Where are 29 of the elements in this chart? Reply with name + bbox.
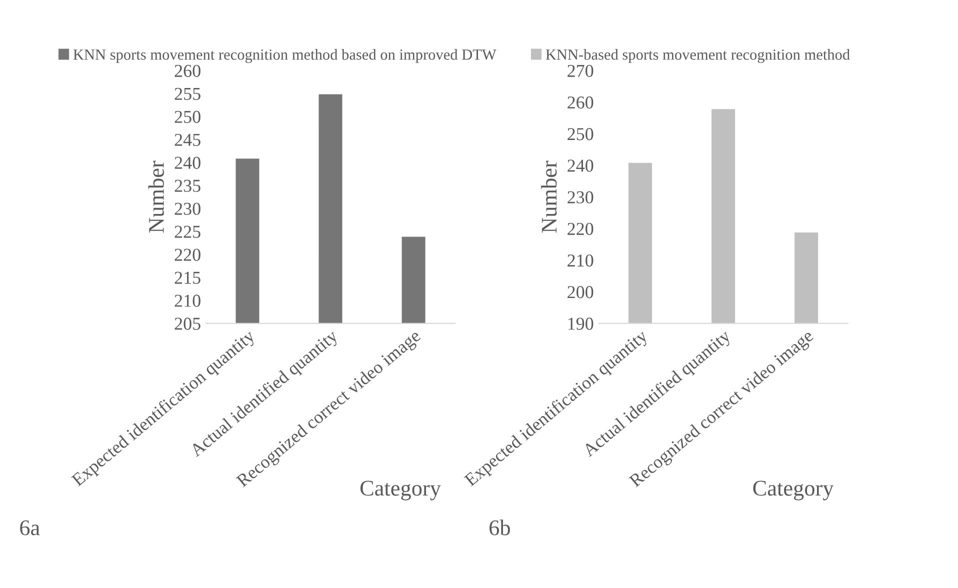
y-tick-label: 200 xyxy=(568,286,594,298)
y-tick-label: 205 xyxy=(174,318,200,330)
text: 6a xyxy=(20,520,40,536)
y-tick-label: 230 xyxy=(568,191,594,204)
y-tick-label: 220 xyxy=(174,248,200,261)
y-tick-label: 225 xyxy=(174,226,200,238)
text: 6b xyxy=(490,520,510,536)
y-tick-label: 245 xyxy=(174,134,200,146)
y-tick-label: 240 xyxy=(174,156,200,169)
y-tick-label: 260 xyxy=(174,64,200,77)
y-tick-label: 260 xyxy=(568,96,594,109)
y-tick-label: 240 xyxy=(568,160,594,172)
y-tick-label: 220 xyxy=(568,222,594,236)
y-tick-label: 235 xyxy=(174,180,200,192)
y-tick-label: 230 xyxy=(174,202,200,215)
y-tick-label: 215 xyxy=(174,272,200,284)
y-tick-label: 250 xyxy=(174,110,200,123)
y-tick-label: 255 xyxy=(174,88,200,100)
y-tick-label: 270 xyxy=(568,64,594,77)
y-axis-title: Number xyxy=(148,160,164,233)
legend-label: KNN-based sports movement recognition method xyxy=(546,49,850,63)
x-axis-title: Category xyxy=(360,480,441,500)
y-tick-label: 210 xyxy=(174,294,200,307)
y-tick-label: 190 xyxy=(568,318,594,330)
y-tick-label: 210 xyxy=(568,254,594,267)
x-axis-title: Category xyxy=(753,480,834,500)
legend-label: KNN sports movement recognition method based on improved DTW xyxy=(73,49,496,63)
y-axis-title: Number xyxy=(541,160,557,233)
y-tick-label: 250 xyxy=(568,128,594,140)
